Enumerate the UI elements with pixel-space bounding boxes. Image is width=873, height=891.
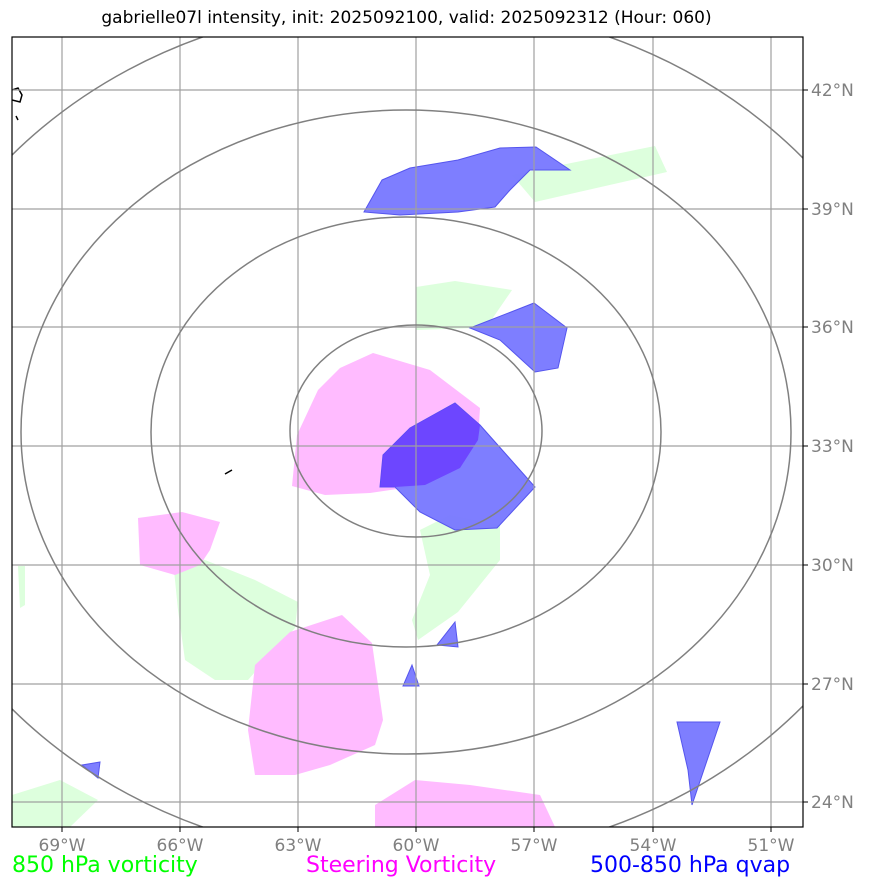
range-ring-1 [289,324,543,538]
vorticity-850-region [12,780,98,827]
lat-label-36n: 36°N [811,318,854,338]
vorticity-850-region [172,550,298,680]
lon-label-57w: 57°W [511,836,558,856]
legend-500-850-hpa-qvap: 500-850 hPa qvap [590,853,791,878]
lat-label-42n: 42°N [811,81,854,101]
lat-label-39n: 39°N [811,200,854,220]
range-ring-2 [150,216,662,648]
vorticity-850-region [416,281,512,330]
lat-ticks [803,89,808,803]
lon-label-51w: 51°W [748,836,795,856]
legend-850-hpa-vorticity: 850 hPa vorticity [12,853,198,878]
lat-label-27n: 27°N [811,675,854,695]
qvap-region [676,721,721,806]
lon-label-69w: 69°W [39,836,86,856]
vortex-core-overlap [380,403,480,487]
range-rings [12,37,803,827]
steering-vorticity-region [375,780,555,827]
lat-label-30n: 30°N [811,556,854,576]
qvap-region [436,620,459,648]
range-ring-3 [20,109,792,755]
legend-steering-vorticity: Steering Vorticity [306,853,497,878]
vorticity-850-region [18,566,25,608]
lon-label-60w: 60°W [393,836,440,856]
lon-label-63w: 63°W [275,836,322,856]
vorticity-850-region [412,515,500,640]
lat-label-24n: 24°N [811,793,854,813]
map-title: gabrielle07l intensity, init: 2025092100… [101,8,712,28]
lon-ticks [61,827,772,832]
lat-label-33n: 33°N [811,437,854,457]
map-frame [11,36,804,828]
coastline [12,87,233,475]
lon-label-54w: 54°W [630,836,677,856]
steering-vorticity-region [248,615,383,775]
vorticity-850-layer [12,146,667,827]
lon-label-66w: 66°W [157,836,204,856]
vorticity-850-region [512,146,667,202]
